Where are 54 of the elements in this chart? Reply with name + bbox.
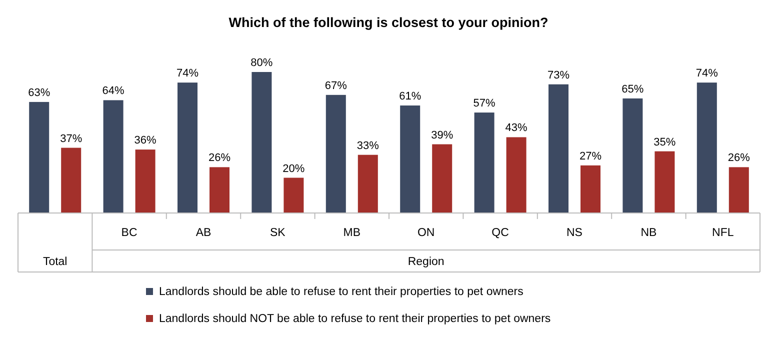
text: Region [408, 256, 444, 268]
data-label: 61% [399, 90, 422, 102]
data-label: 64% [102, 85, 125, 98]
data-label: 26% [728, 152, 750, 164]
data-label: 20% [282, 162, 305, 175]
data-label: 63% [28, 86, 50, 99]
bar [580, 165, 600, 213]
x-tick-label: AB [196, 227, 212, 239]
bar [548, 84, 568, 213]
data-label: 35% [654, 136, 676, 148]
bar [252, 72, 272, 213]
x-tick-label: MB [343, 227, 361, 239]
data-label: 74% [696, 68, 718, 80]
x-tick-label: ON [417, 227, 435, 239]
data-label: 67% [324, 80, 348, 92]
bar [103, 100, 124, 213]
legend-label: Landlords should be able to refuse to rent their properties to pet owners [159, 286, 524, 298]
bar [178, 82, 198, 213]
bar [654, 151, 675, 213]
data-label: 33% [356, 140, 380, 152]
bar [400, 105, 420, 213]
bar [135, 150, 156, 213]
data-label: 36% [134, 134, 157, 147]
data-label: 26% [208, 152, 231, 164]
x-tick-label: SK [270, 227, 286, 239]
bar [728, 167, 749, 213]
bar [284, 178, 304, 213]
x-tick-label: NB [640, 227, 658, 239]
data-label: 39% [431, 129, 454, 142]
data-label: 43% [505, 122, 528, 134]
bar [29, 102, 50, 213]
bar [696, 82, 717, 213]
bar [210, 167, 230, 213]
bar [474, 112, 494, 213]
x-tick-label: NFL [712, 227, 734, 239]
x-tick-label: NS [566, 227, 583, 239]
data-label: 57% [473, 98, 496, 110]
bar [506, 137, 526, 213]
x-tick-label: QC [492, 227, 509, 239]
bar [326, 94, 346, 213]
bar [432, 144, 452, 213]
legend-label: Landlords should NOT be able to refuse to rent their properties to pet owners [159, 313, 551, 325]
bar [358, 154, 378, 213]
data-label: 80% [250, 57, 273, 69]
x-tick-label: BC [121, 227, 138, 239]
chart-title: Which of the following is closest to your opinion? [228, 15, 548, 30]
bar [61, 148, 82, 213]
data-label: 27% [579, 150, 602, 162]
data-label: 74% [176, 68, 199, 80]
data-label: 65% [622, 83, 644, 96]
bar [622, 98, 643, 213]
text: Total [42, 256, 68, 268]
data-label: 73% [547, 69, 570, 82]
data-label: 37% [60, 132, 82, 145]
